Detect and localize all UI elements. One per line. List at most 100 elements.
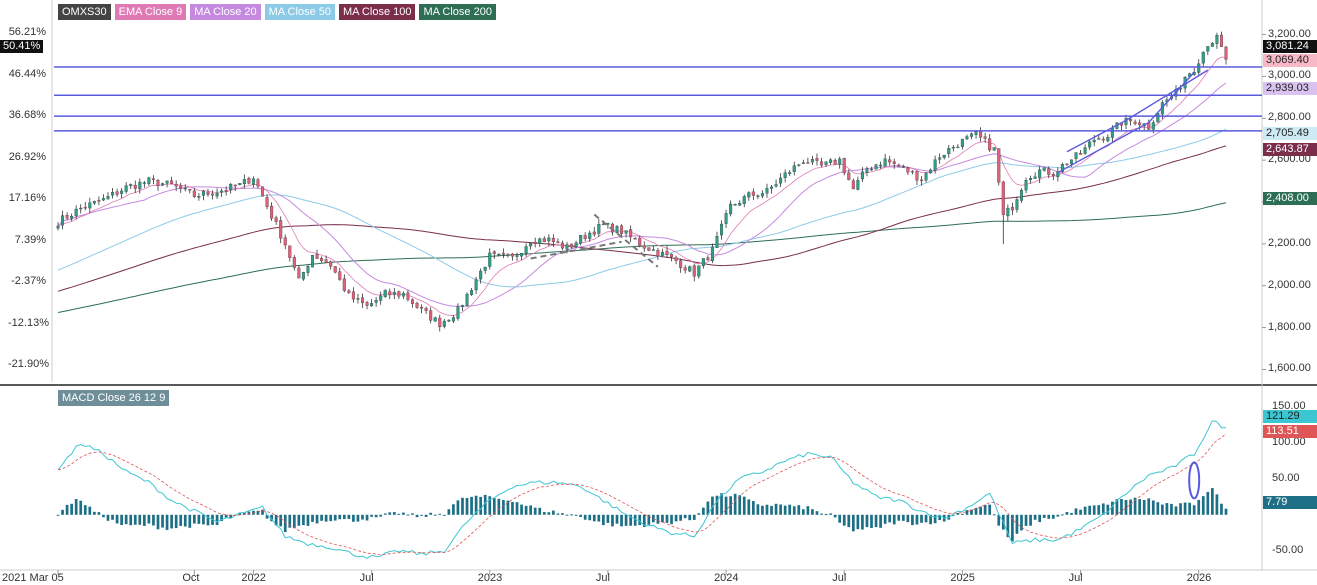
candle-down — [1101, 138, 1105, 141]
legend: OMXS30 EMA Close 9 MA Close 20 MA Close … — [58, 4, 496, 20]
candle-down — [670, 254, 674, 257]
time-tick-label: Jul — [595, 572, 610, 584]
macd-histogram-bar — [938, 514, 942, 520]
candle-down — [247, 178, 251, 184]
trend-channel-upper-1 — [1066, 119, 1127, 153]
legend-ma-close-20[interactable]: MA Close 20 — [190, 4, 261, 20]
macd-histogram-bar — [588, 514, 592, 521]
macd-histogram-bar — [402, 512, 405, 515]
macd-histogram-bar — [874, 514, 878, 528]
legend-ma-close-200[interactable]: MA Close 200 — [419, 4, 496, 20]
macd-histogram-bar — [842, 514, 846, 526]
macd-histogram-bar — [788, 504, 792, 515]
candle-down — [170, 180, 174, 184]
macd-histogram-bar — [365, 514, 369, 521]
macd-histogram-bar — [1079, 509, 1082, 515]
candle-up — [924, 172, 928, 181]
macd-histogram-bar — [202, 514, 205, 525]
candle-up — [792, 165, 796, 172]
candle-down — [510, 253, 514, 257]
macd-histogram-bar — [570, 514, 573, 516]
macd-histogram-bar — [1120, 498, 1123, 515]
macd-histogram-bar — [965, 510, 969, 515]
candle-up — [710, 246, 714, 262]
macd-histogram-bar — [801, 509, 805, 515]
macd-histogram-bar — [806, 506, 810, 515]
candle-up — [1069, 159, 1073, 165]
percent-tick-label: 26.92% — [8, 150, 46, 163]
candle-up — [865, 168, 869, 173]
macd-histogram-bar — [524, 505, 528, 515]
legend-macd[interactable]: MACD Close 26 12 9 — [58, 390, 170, 406]
legend-omxs30[interactable]: OMXS30 — [58, 4, 111, 20]
macd-histogram-bar — [361, 514, 364, 520]
candle-down — [192, 190, 196, 197]
time-tick-label: 2022 — [241, 572, 266, 584]
candle-up — [1006, 207, 1010, 217]
macd-histogram-bar — [724, 496, 728, 515]
candle-down — [324, 259, 328, 263]
macd-histogram-bar — [838, 514, 842, 523]
macd-histogram-bar — [324, 514, 328, 522]
candle-down — [83, 206, 87, 209]
percent-tick-label: -21.90% — [8, 358, 49, 370]
macd-histogram-bar — [1151, 500, 1155, 515]
candle-up — [229, 183, 233, 190]
candle-down — [174, 183, 178, 187]
candle-down — [706, 257, 710, 260]
trend-channel-upper-2 — [1125, 69, 1209, 121]
candle-up — [742, 196, 746, 204]
macd-histogram-bar — [674, 514, 678, 522]
macd-histogram-bar — [865, 514, 869, 528]
macd-histogram-bar — [1170, 503, 1173, 515]
macd-histogram-bar — [1179, 503, 1182, 515]
macd-histogram-bar — [197, 514, 201, 524]
candle-down — [592, 231, 596, 235]
candle-down — [1129, 119, 1133, 122]
candle-down — [329, 261, 333, 267]
candle-down — [133, 184, 137, 189]
macd-histogram-bar — [774, 503, 778, 515]
macd-histogram-bar — [529, 505, 533, 515]
candle-down — [806, 162, 810, 164]
candle-down — [265, 197, 269, 207]
candle-up — [901, 166, 905, 168]
candle-down — [270, 205, 274, 219]
candle-down — [656, 249, 660, 257]
legend-ma-close-50[interactable]: MA Close 50 — [264, 4, 335, 20]
macd-histogram-bar — [1083, 506, 1087, 515]
macd-histogram-bar — [665, 514, 669, 523]
macd-histogram-bar — [624, 514, 628, 526]
candle-up — [860, 171, 864, 180]
macd-histogram-bar — [1142, 499, 1146, 515]
macd-histogram-bar — [279, 514, 283, 527]
macd-histogram-bar — [102, 514, 105, 518]
candle-down — [1065, 163, 1069, 166]
macd-histogram-bar — [488, 496, 492, 515]
macd-histogram-bar — [583, 514, 587, 520]
macd-histogram-bar — [974, 507, 978, 515]
macd-histogram-bar — [988, 504, 992, 515]
macd-histogram-bar — [174, 514, 178, 529]
candle-up — [56, 225, 60, 229]
macd-histogram-bar — [1133, 497, 1137, 515]
macd-histogram-bar — [620, 514, 623, 527]
candle-up — [747, 192, 751, 198]
macd-histogram-bar — [206, 514, 210, 526]
candle-down — [347, 290, 351, 293]
percent-tick-label: 46.44% — [8, 67, 46, 80]
candle-down — [333, 266, 337, 273]
macd-histogram-bar — [642, 514, 646, 528]
macd-histogram-bar — [756, 504, 760, 515]
macd-histogram-bar — [1129, 499, 1132, 515]
percent-tick-label: 56.21% — [8, 26, 46, 38]
macd-histogram-bar — [270, 514, 273, 522]
candle-down — [65, 215, 69, 219]
candle-up — [588, 232, 592, 239]
candle-down — [815, 158, 819, 161]
candle-up — [61, 215, 65, 226]
legend-ma-close-100[interactable]: MA Close 100 — [338, 4, 416, 20]
macd-histogram-bar — [542, 512, 546, 515]
candle-up — [701, 258, 705, 266]
legend-ema-close-9[interactable]: EMA Close 9 — [114, 4, 187, 20]
